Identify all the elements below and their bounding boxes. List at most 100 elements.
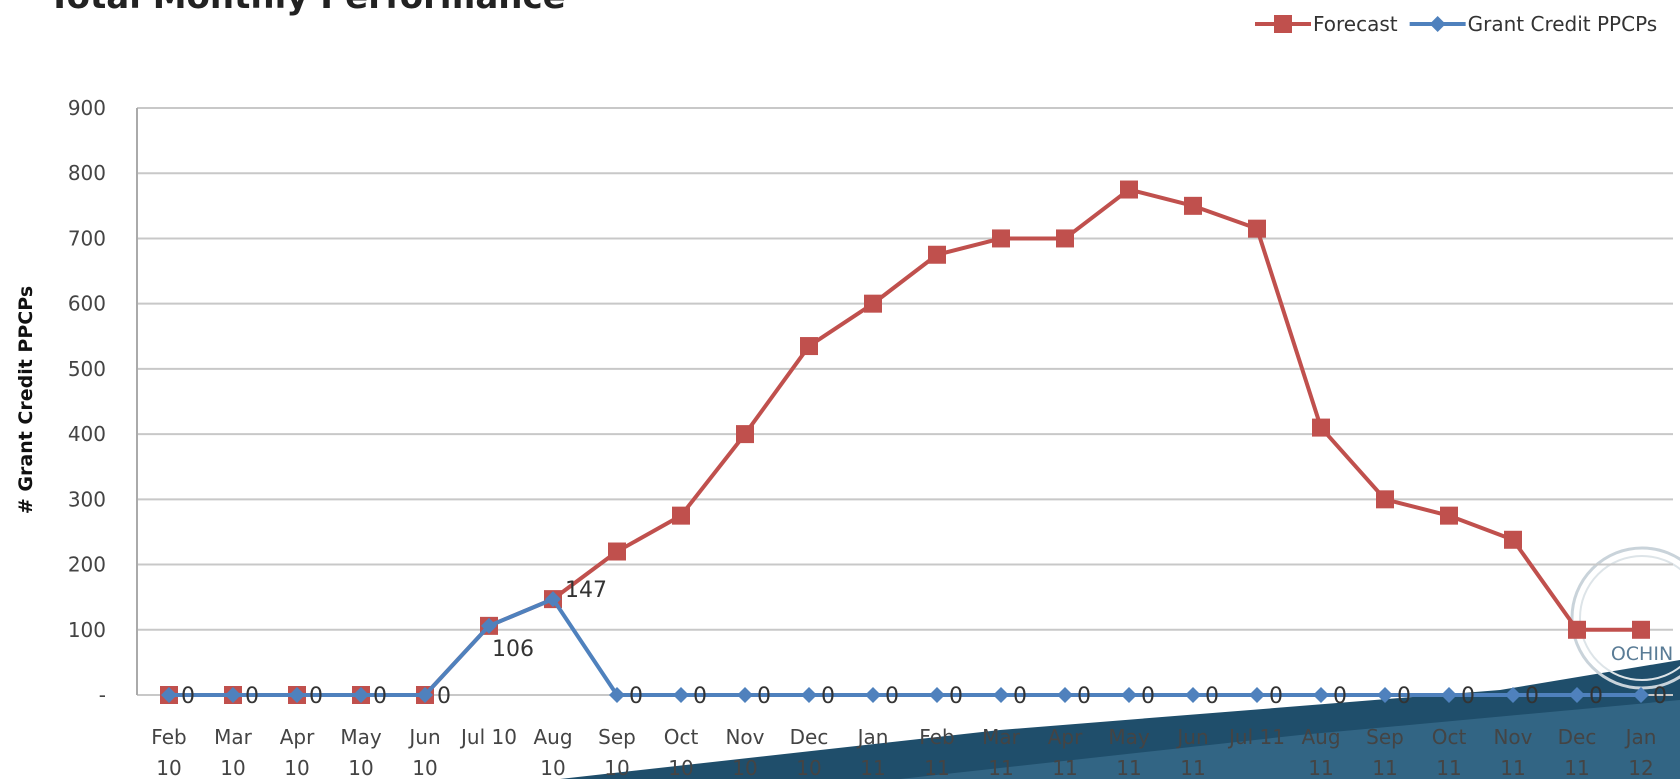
y-tick-label: 300 (68, 487, 106, 511)
x-tick-label: Oct 11 (1431, 725, 1467, 779)
marker (1440, 506, 1458, 525)
data-label: 0 (1589, 684, 1603, 709)
marker (865, 687, 881, 703)
legend-label: Forecast (1313, 12, 1398, 36)
data-label: 0 (309, 684, 323, 709)
marker (545, 591, 561, 608)
x-tick-label: Sep 10 (598, 725, 636, 779)
data-label: 0 (1205, 684, 1219, 709)
marker (673, 687, 689, 703)
data-label: 0 (885, 684, 899, 709)
marker (608, 542, 626, 561)
y-tick-label: 400 (68, 422, 106, 446)
x-tick-label: Dec 11 (1557, 725, 1597, 779)
legend-marker (1429, 16, 1446, 32)
x-tick-label: Apr 11 (1047, 725, 1083, 779)
marker (864, 294, 882, 313)
marker (800, 337, 818, 356)
data-label: 0 (1397, 684, 1411, 709)
marker (353, 687, 369, 703)
marker (1569, 687, 1585, 703)
y-tick-label: 100 (68, 618, 106, 642)
legend-marker (1274, 15, 1292, 33)
data-label: 0 (437, 684, 451, 709)
marker (1121, 687, 1137, 703)
x-tick-label: Oct 10 (663, 725, 699, 779)
marker (1185, 687, 1201, 703)
marker (1248, 219, 1266, 238)
x-tick-label: Aug 10 (533, 725, 573, 779)
marker (1632, 620, 1650, 639)
data-label: 0 (1269, 684, 1283, 709)
marker (929, 687, 945, 703)
marker (1376, 490, 1394, 509)
series-line (169, 597, 1641, 697)
marker (1568, 620, 1586, 639)
data-label: 0 (1013, 684, 1027, 709)
marker (672, 506, 690, 525)
decor-swoosh (900, 700, 1680, 779)
marker (1504, 530, 1522, 549)
x-tick-label: Mar 10 (214, 725, 252, 779)
x-tick-label: Feb 10 (151, 725, 187, 779)
marker (225, 687, 241, 703)
data-label: 0 (1333, 684, 1347, 709)
y-tick-label: 200 (68, 553, 106, 577)
marker (1056, 229, 1074, 248)
x-tick-label: Jan 11 (857, 725, 889, 779)
data-label: 0 (821, 684, 835, 709)
marker (993, 687, 1009, 703)
marker (928, 245, 946, 264)
marker (992, 229, 1010, 248)
x-tick-label: Aug 11 (1301, 725, 1341, 779)
marker (1184, 196, 1202, 215)
x-tick-label: Jul 11 (1229, 725, 1285, 749)
logo-text: OCHIN (1611, 643, 1673, 665)
x-tick-label: Feb 11 (919, 725, 955, 779)
x-tick-label: May 11 (1108, 725, 1150, 779)
y-axis-label: # Grant Credit PPCPs (15, 286, 37, 514)
data-label: 0 (1653, 684, 1667, 709)
marker (161, 687, 177, 703)
x-tick-label: Apr 10 (279, 725, 315, 779)
data-label: 0 (693, 684, 707, 709)
marker (481, 617, 497, 634)
marker (1633, 687, 1649, 703)
x-tick-label: May 10 (340, 725, 382, 779)
marker (609, 687, 625, 703)
marker (1505, 687, 1521, 703)
marker (1057, 687, 1073, 703)
x-tick-label: Jun 11 (1177, 725, 1209, 779)
data-label: 0 (949, 684, 963, 709)
x-tick-label: Jan 12 (1625, 725, 1657, 779)
marker (289, 687, 305, 703)
marker (801, 687, 817, 703)
x-tick-label: Nov 10 (725, 725, 765, 779)
data-label: 0 (1077, 684, 1091, 709)
y-tick-label: - (99, 683, 106, 707)
y-tick-label: 500 (68, 357, 106, 381)
x-tick-label: Jun 10 (409, 725, 441, 779)
data-label: 0 (1525, 684, 1539, 709)
data-label: 0 (1141, 684, 1155, 709)
y-tick-label: 800 (68, 161, 106, 185)
data-label: 0 (245, 684, 259, 709)
marker (1312, 418, 1330, 437)
marker (1249, 687, 1265, 703)
data-label: 0 (1461, 684, 1475, 709)
legend-label: Grant Credit PPCPs (1468, 12, 1658, 36)
x-tick-label: Mar 11 (982, 725, 1020, 779)
y-tick-label: 600 (68, 292, 106, 316)
marker (1313, 687, 1329, 703)
data-label: 0 (373, 684, 387, 709)
data-label: 0 (757, 684, 771, 709)
marker (417, 687, 433, 703)
data-label: 106 (492, 637, 534, 662)
marker (1120, 180, 1138, 199)
marker (1441, 687, 1457, 703)
x-tick-label: Dec 10 (789, 725, 829, 779)
logo (1579, 555, 1680, 681)
marker (737, 687, 753, 703)
